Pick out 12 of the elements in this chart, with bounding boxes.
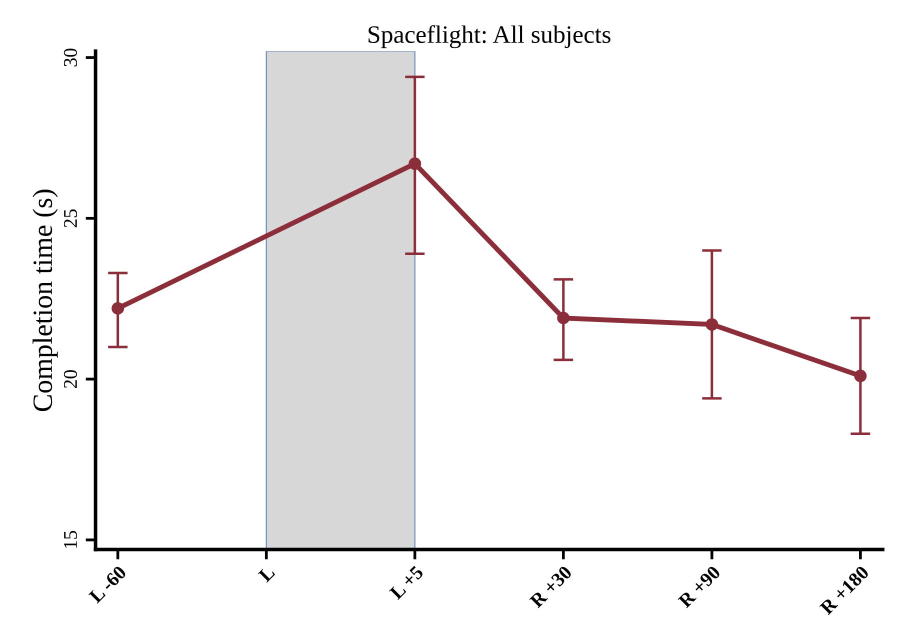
y-tick-label: 20 [64,370,78,388]
x-tick-label: L [258,565,276,583]
y-tick-label: 30 [64,48,78,66]
x-tick-label: L +5 [389,565,424,600]
x-tick-label: R +30 [529,565,573,609]
chart-title: Spaceflight: All subjects [368,25,610,48]
y-tick-label: 15 [64,530,78,548]
y-axis-title: Completion time (s) [32,190,58,412]
y-tick-label: 25 [64,209,78,228]
x-tick-label: L -60 [88,565,127,604]
x-tick-label: R +90 [678,565,722,609]
x-tick-label: R +180 [819,565,870,616]
